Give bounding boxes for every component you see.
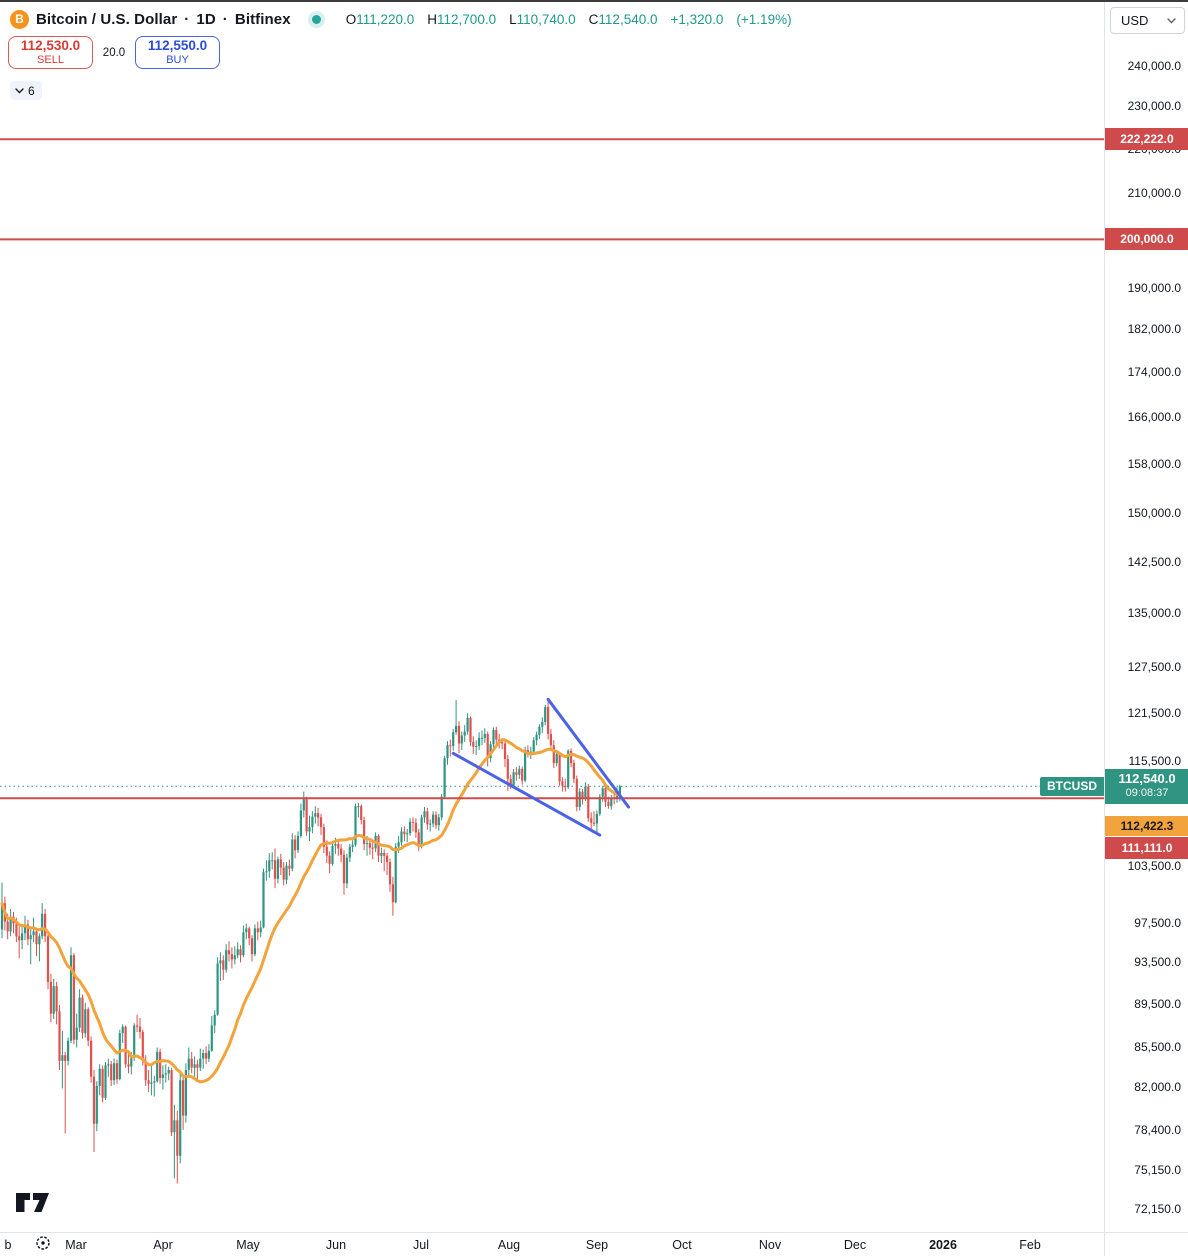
time-tick-label: Aug xyxy=(497,1238,521,1252)
time-tick-label: Sep xyxy=(585,1238,609,1252)
price-tick-label: 89,500.0 xyxy=(1134,996,1181,1011)
price-axis[interactable]: USD 240,000.0230,000.0220,000.0210,000.0… xyxy=(1104,0,1188,1232)
time-tick-label: Apr xyxy=(153,1238,173,1252)
low-letter: L xyxy=(509,11,517,27)
exchange-label[interactable]: Bitfinex xyxy=(234,10,291,28)
price-tick-label: 97,500.0 xyxy=(1134,915,1181,930)
axis-corner xyxy=(1104,1232,1188,1256)
sell-price: 112,530.0 xyxy=(20,38,81,54)
time-tick-label: Nov xyxy=(758,1238,782,1252)
trendline-2[interactable] xyxy=(546,697,630,809)
high-letter: H xyxy=(427,11,438,27)
currency-dropdown[interactable]: USD xyxy=(1110,7,1185,34)
time-tick-label: 2026 xyxy=(929,1238,957,1252)
price-tick-label: 174,000.0 xyxy=(1127,364,1181,379)
price-tick-label: 82,000.0 xyxy=(1134,1080,1181,1095)
price-level-label[interactable]: 200,000.0 xyxy=(1105,228,1188,251)
time-axis[interactable]: b Mar Apr May Jun Jul Aug Sep Oct Nov Dec 2026 Feb xyxy=(0,1232,1104,1256)
time-tick-label: Jun xyxy=(325,1238,347,1252)
price-tick-label: 142,500.0 xyxy=(1127,554,1181,569)
instrument-count-chip[interactable]: 6 xyxy=(10,81,42,100)
price-level-label[interactable]: 222,222.0 xyxy=(1105,128,1188,151)
price-tick-label: 210,000.0 xyxy=(1127,186,1181,200)
chart-legend: B Bitcoin / U.S. Dollar · 1D · Bitfinex … xyxy=(10,6,792,32)
spread-value: 20.0 xyxy=(102,46,126,59)
buy-label: BUY xyxy=(166,53,189,66)
ohlc-close: C112,540.0 xyxy=(589,12,658,27)
title-separator: · xyxy=(222,10,228,28)
sell-button[interactable]: 112,530.0 SELL xyxy=(8,36,93,69)
sell-label: SELL xyxy=(37,53,64,66)
last-price-value: 112,540.0 xyxy=(1118,771,1176,787)
price-tick-label: 72,150.0 xyxy=(1134,1201,1181,1216)
price-tick-label: 127,500.0 xyxy=(1127,660,1181,675)
time-tick-label: May xyxy=(236,1238,260,1252)
time-tick-label: Mar xyxy=(65,1238,87,1252)
ma-line[interactable] xyxy=(0,738,622,1084)
price-tick-label: 150,000.0 xyxy=(1127,505,1181,520)
last-price-label[interactable]: 112,540.0 09:08:37 xyxy=(1105,769,1188,805)
close-value: 112,540.0 xyxy=(598,11,658,27)
change-value: +1,320.0 xyxy=(670,11,724,27)
ohlc-high: H112,700.0 xyxy=(427,12,496,27)
candlestick-chart[interactable] xyxy=(0,0,1104,1232)
price-level-label[interactable]: 111,111.0 xyxy=(1105,837,1188,859)
price-tick-label: 93,500.0 xyxy=(1134,955,1181,970)
buy-button[interactable]: 112,550.0 BUY xyxy=(135,36,220,69)
window-top-edge xyxy=(0,0,1188,2)
tradingview-logo[interactable] xyxy=(14,1190,52,1215)
change-percent: (+1.19%) xyxy=(736,11,792,27)
price-tick-label: 230,000.0 xyxy=(1127,99,1181,114)
ohlc-open: O111,220.0 xyxy=(346,12,415,27)
price-tick-label: 190,000.0 xyxy=(1127,281,1181,296)
symbol-price-tag[interactable]: BTCUSD xyxy=(1040,776,1104,796)
price-tick-label: 103,500.0 xyxy=(1127,858,1181,873)
price-tick-label: 240,000.0 xyxy=(1127,59,1181,74)
title-separator: · xyxy=(184,10,190,28)
price-tick-label: 78,400.0 xyxy=(1134,1122,1181,1137)
market-status-dot[interactable] xyxy=(311,14,321,24)
time-tick-label: Oct xyxy=(672,1238,692,1252)
price-tick-label: 135,000.0 xyxy=(1127,606,1181,621)
price-tick-label: 121,500.0 xyxy=(1127,706,1181,721)
price-tick-label: 182,000.0 xyxy=(1127,322,1181,337)
ma-value-label: 112,422.3 xyxy=(1105,816,1188,836)
open-letter: O xyxy=(345,11,357,27)
price-tick-label: 158,000.0 xyxy=(1127,456,1181,471)
chart-pane[interactable]: BTCUSD xyxy=(0,0,1104,1232)
price-tick-label: 85,500.0 xyxy=(1134,1040,1181,1055)
buy-price: 112,550.0 xyxy=(147,38,208,54)
chevron-down-icon xyxy=(15,87,24,93)
chevron-down-icon xyxy=(1167,17,1176,23)
currency-label: USD xyxy=(1121,13,1149,28)
time-tick-label: Feb xyxy=(1019,1238,1041,1252)
instrument-count: 6 xyxy=(28,83,35,98)
time-tick-label: Dec xyxy=(843,1238,867,1252)
interval-label[interactable]: 1D xyxy=(196,10,216,28)
bar-countdown: 09:08:37 xyxy=(1125,787,1169,800)
gear-icon[interactable] xyxy=(34,1234,52,1252)
high-value: 112,700.0 xyxy=(437,11,497,27)
close-letter: C xyxy=(588,11,599,27)
ohlc-low: L110,740.0 xyxy=(509,12,576,27)
trade-panel: 112,530.0 SELL 20.0 112,550.0 BUY xyxy=(8,36,220,69)
time-tick-label: Jul xyxy=(413,1238,429,1252)
candles-group xyxy=(0,699,621,1184)
time-tick-label: b xyxy=(4,1238,12,1252)
open-value: 111,220.0 xyxy=(356,11,415,27)
bitcoin-icon: B xyxy=(10,9,29,29)
trendline-1[interactable] xyxy=(451,751,602,837)
symbol-title[interactable]: Bitcoin / U.S. Dollar xyxy=(36,10,178,28)
price-tick-label: 115,500.0 xyxy=(1128,754,1182,769)
price-tick-label: 166,000.0 xyxy=(1127,409,1181,424)
price-tick-label: 75,150.0 xyxy=(1134,1163,1181,1178)
low-value: 110,740.0 xyxy=(516,11,576,27)
